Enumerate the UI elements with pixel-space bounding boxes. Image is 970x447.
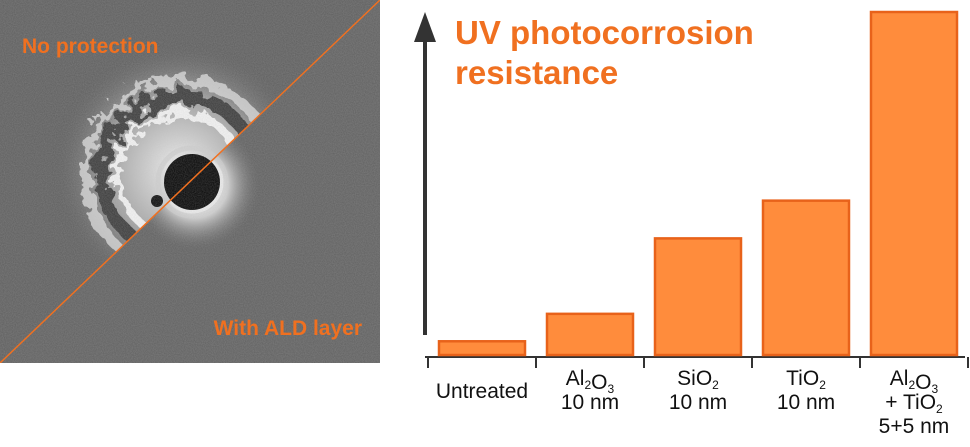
microscopy-image: No protection With ALD layer [0, 0, 380, 363]
x-axis-ticks [427, 357, 969, 368]
label-no-protection: No protection [22, 35, 159, 58]
chart-title-line-2: resistance [455, 54, 618, 91]
bar-al2o3-tio2-5-5-nm [869, 10, 959, 357]
bars [437, 10, 959, 357]
bar-chart: UV photocorrosion resistance Untreated Al… [414, 10, 969, 438]
category-label-untreated: Untreated [436, 380, 528, 403]
category-label-al2o3-10-nm: Al2O3 10 nm [561, 367, 619, 414]
chart-title: UV photocorrosion resistance [455, 14, 763, 91]
chart-title-line-1: UV photocorrosion [455, 14, 754, 51]
category-label-sio2-10-nm: SiO2 10 nm [669, 367, 727, 414]
y-axis-arrow-icon [414, 12, 436, 42]
category-label-tio2-10-nm: TiO2 10 nm [777, 367, 835, 414]
bar-sio2-10-nm [653, 237, 743, 357]
bar-tio2-10-nm [761, 199, 851, 357]
bar-untreated [437, 340, 527, 357]
category-labels: Untreated Al2O3 10 nm SiO2 10 nm TiO2 10 nm Al2… [436, 367, 949, 438]
label-with-ald-layer: With ALD layer [214, 317, 362, 340]
divider-line [0, 0, 380, 363]
bar-al2o3-10-nm [545, 312, 635, 357]
category-label-al2o3-tio2-5-5-nm: Al2O3 + TiO2 5+5 nm [879, 367, 950, 438]
